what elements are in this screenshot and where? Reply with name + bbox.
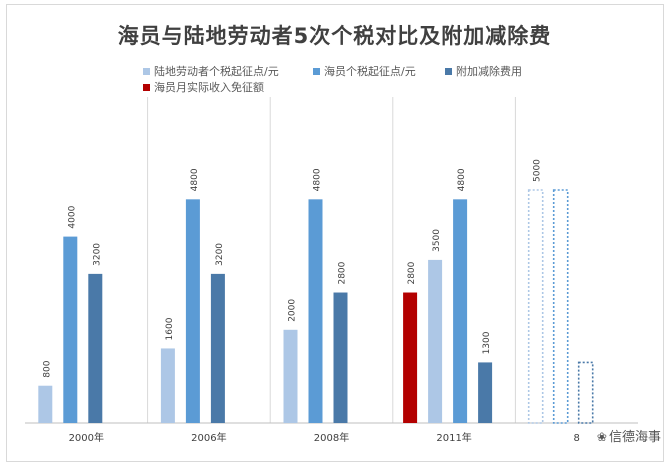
legend-swatch [143,67,150,75]
tick-label: 2000年 [69,431,104,444]
legend-label: 海员月实际收入免征额 [154,81,264,94]
data-label: 2800 [338,261,348,284]
legend-item-extra-deduction: 附加减除费用 [445,63,522,79]
data-label: 3200 [92,243,102,266]
bar-1 [308,199,323,423]
bar-2 [478,362,493,423]
legend-label: 海员个税起征点/元 [324,65,416,78]
legend-swatch [313,67,320,75]
bar-0 [283,329,298,423]
watermark-text: 信德海事 [608,430,661,445]
data-label: 1600 [165,317,175,340]
bar-2 [88,273,103,423]
data-label: 4800 [457,168,467,191]
data-label: 2800 [407,261,417,284]
bar-1 [552,189,569,424]
data-label: 1300 [482,331,492,354]
legend-item-land-threshold: 陆地劳动者个税起征点/元 [143,63,279,79]
bar-2 [210,273,225,423]
legend-label: 陆地劳动者个税起征点/元 [154,65,279,78]
data-label: 3200 [215,243,225,266]
bar-1 [63,236,78,423]
bar-0 [428,259,443,423]
tick-label: 2008年 [314,431,349,444]
tick-label: 2006年 [191,431,226,444]
tick-label: 8 [574,433,580,444]
legend-label: 附加减除费用 [456,65,522,78]
data-label: 4000 [67,205,77,228]
legend-swatch [445,67,452,75]
data-label: 800 [42,360,52,377]
bar-3 [403,292,418,423]
bar-1 [453,199,468,423]
watermark: ❀ 信德海事 [597,426,661,445]
data-label: 5000 [533,159,543,182]
data-label: 4800 [190,168,200,191]
wechat-icon: ❀ [596,430,607,444]
data-label: 4800 [313,168,323,191]
tick-label: 2011年 [436,431,471,444]
bar-0 [38,385,53,423]
bar-2 [577,361,594,424]
bar-0 [160,348,175,423]
bar-2 [333,292,348,423]
legend-item-seafarer-threshold: 海员个税起征点/元 [313,63,416,79]
legend-item-seafarer-exemption: 海员月实际收入免征额 [143,79,264,95]
bar-0 [527,189,544,424]
legend-swatch [143,83,150,91]
bar-1 [185,199,200,423]
data-label: 2000 [288,299,298,322]
data-label: 3500 [432,229,442,252]
chart-title: 海员与陆地劳动者5次个税对比及附加减除费 [117,24,552,48]
